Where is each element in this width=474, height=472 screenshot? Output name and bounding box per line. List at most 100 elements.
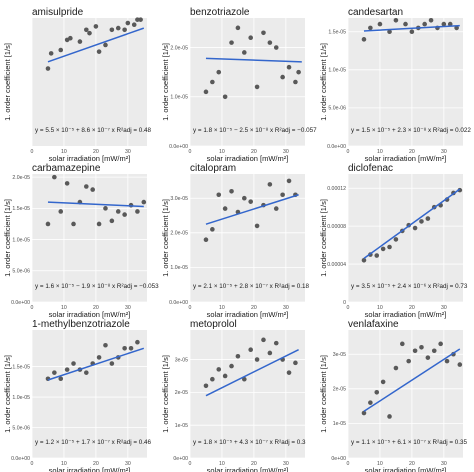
x-tick-label: 10: [377, 305, 383, 311]
y-tick-label: 2.0e-05: [12, 175, 30, 181]
data-point: [135, 17, 140, 22]
x-tick-label: 0: [189, 149, 192, 155]
y-tick-label: 0.00012: [327, 186, 346, 192]
x-axis-label: solar irradiation [mW/m²]: [365, 466, 447, 472]
data-point: [374, 389, 380, 395]
data-point: [280, 74, 285, 80]
regression-equation: y = 3.5 × 10⁻⁵ + 2.4 × 10⁻⁶ x R²adj = 0.…: [351, 283, 468, 290]
data-point: [368, 25, 373, 31]
data-point: [131, 22, 137, 28]
data-point: [103, 342, 108, 348]
y-axis-label: 1. order coefficient [1/s]: [161, 355, 170, 433]
data-point: [141, 199, 147, 205]
regression-line: [363, 24, 460, 32]
data-point: [248, 347, 253, 352]
x-axis-label: solar irradiation [mW/m²]: [207, 310, 289, 319]
x-tick-label: 30: [283, 305, 289, 311]
data-point: [210, 376, 215, 382]
y-tick-label: 0.00008: [327, 224, 346, 230]
y-tick-label: 2e-05: [333, 387, 346, 393]
data-point: [368, 400, 373, 405]
data-point: [273, 45, 279, 50]
x-axis-label: solar irradiation [mW/m²]: [49, 466, 131, 472]
panel-6: diclofenac 0 10 20 30 0 0.00004 0.00008 0.00012 y…: [319, 163, 468, 319]
data-point: [412, 225, 418, 231]
data-point: [96, 221, 102, 227]
data-point: [235, 353, 241, 359]
data-point: [293, 79, 298, 85]
panel-title: citalopram: [190, 163, 236, 174]
data-point: [380, 246, 386, 252]
data-point: [242, 50, 247, 55]
data-point: [122, 345, 127, 351]
data-point: [261, 337, 266, 343]
data-point: [210, 79, 215, 85]
data-point: [457, 362, 463, 367]
data-point: [96, 49, 102, 54]
y-tick-label: 2.0e-05: [170, 231, 188, 237]
data-point: [267, 350, 273, 356]
y-tick-label: 3.0e-05: [170, 196, 188, 202]
x-tick-label: 10: [219, 461, 225, 467]
data-point: [103, 206, 108, 211]
y-tick-label: 0.0e+00: [11, 456, 30, 462]
x-tick-label: 0: [31, 461, 34, 467]
y-tick-label: 5.0e-06: [12, 269, 30, 275]
data-point: [109, 218, 115, 224]
y-axis-label: 1. order coefficient [1/s]: [3, 199, 12, 277]
data-point: [45, 66, 51, 71]
x-tick-label: 10: [61, 305, 67, 311]
y-tick-label: 1.0e-05: [328, 68, 346, 74]
data-point: [216, 367, 222, 372]
data-point: [64, 367, 70, 372]
data-point: [229, 363, 234, 369]
data-point: [77, 39, 83, 44]
y-axis-label: 1. order coefficient [1/s]: [161, 199, 170, 277]
data-point: [248, 199, 253, 204]
panel-2: benzotriazole 0 10 20 30 0.0e+00 1.0e-05 2.0e-0…: [161, 7, 317, 163]
y-tick-label: 5.0e-06: [12, 425, 30, 431]
data-point: [90, 187, 95, 192]
y-axis-label: 1. order coefficient [1/s]: [319, 199, 328, 277]
data-point: [441, 21, 447, 27]
data-point: [203, 237, 209, 243]
data-point: [374, 253, 380, 258]
data-point: [361, 410, 367, 416]
data-point: [222, 373, 228, 379]
regression-line: [205, 194, 299, 225]
y-tick-label: 0e+00: [173, 456, 188, 462]
x-tick-label: 30: [125, 305, 131, 311]
panel-8: metoprolol 0 10 20 30 0e+00 1e-05 2e-05 3e-05 y =…: [161, 319, 306, 472]
data-point: [377, 21, 383, 27]
x-tick-label: 10: [61, 461, 67, 467]
data-point: [406, 358, 411, 364]
x-axis-label: solar irradiation [mW/m²]: [365, 154, 447, 163]
data-point: [412, 348, 418, 354]
regression-equation: y = 2.1 × 10⁻⁵ + 2.8 × 10⁻⁷ x R²adj = 0.…: [193, 283, 310, 290]
x-axis-label: solar irradiation [mW/m²]: [207, 466, 289, 472]
x-tick-label: 30: [441, 461, 447, 467]
panel-5: citalopram 0 10 20 30 0.0e+00 1.0e-05 2.0e-05 3.…: [161, 163, 310, 319]
x-tick-label: 10: [377, 149, 383, 155]
x-tick-label: 20: [251, 461, 257, 467]
data-point: [122, 27, 127, 33]
data-point: [428, 17, 434, 23]
panel-title: candesartan: [348, 7, 403, 18]
x-tick-label: 0: [347, 305, 350, 311]
data-point: [438, 341, 443, 347]
x-tick-label: 30: [125, 149, 131, 155]
y-axis-label: 1. order coefficient [1/s]: [319, 43, 328, 121]
data-point: [68, 35, 73, 41]
y-axis-label: 1. order coefficient [1/s]: [319, 355, 328, 433]
regression-line: [47, 27, 145, 63]
data-point: [242, 376, 247, 382]
y-tick-label: 1e-05: [175, 423, 188, 429]
y-axis-label: 1. order coefficient [1/s]: [161, 43, 170, 121]
data-point: [216, 69, 222, 75]
regression-equation: y = 1.8 × 10⁻⁵ + 4.3 × 10⁻⁷ x R²adj = 0.…: [193, 439, 306, 446]
data-point: [387, 414, 392, 419]
data-point: [210, 227, 215, 232]
regression-line: [363, 188, 461, 259]
y-tick-label: 0: [343, 300, 346, 306]
data-point: [431, 348, 437, 354]
